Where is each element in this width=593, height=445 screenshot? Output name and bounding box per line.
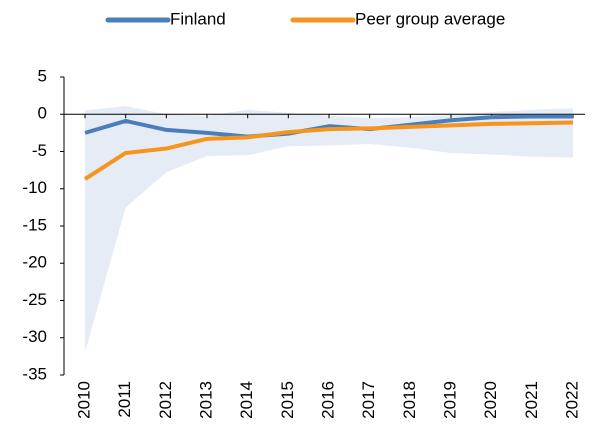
x-tick-label: 2011	[115, 381, 134, 418]
y-tick-label: 5	[38, 66, 47, 85]
legend-label: Peer group average	[355, 9, 505, 28]
x-tick-label: 2021	[522, 381, 541, 419]
x-tick-label: 2017	[359, 381, 378, 419]
x-tick-label: 2018	[400, 381, 419, 419]
line-series	[83, 120, 574, 181]
y-tick-label: -5	[32, 141, 47, 160]
range-band	[85, 106, 573, 353]
y-tick-label: -20	[22, 253, 47, 272]
x-tick-label: 2010	[74, 381, 93, 419]
line-series	[84, 114, 573, 139]
legend-label: Finland	[170, 9, 226, 28]
y-tick-label: 0	[38, 104, 47, 123]
x-tick-label: 2022	[562, 381, 581, 419]
y-tick-label: -30	[22, 327, 47, 346]
x-tick-label: 2014	[237, 381, 256, 419]
x-tick-label: 2012	[156, 381, 175, 419]
x-tick-label: 2015	[278, 381, 297, 419]
y-tick-label: -35	[22, 364, 47, 383]
x-tick-label: 2020	[481, 381, 500, 419]
y-tick-label: -15	[22, 215, 47, 234]
y-tick-label: -25	[22, 290, 47, 309]
x-tick-label: 2016	[318, 381, 337, 419]
x-tick-label: 2019	[440, 381, 459, 419]
y-tick-label: -10	[22, 178, 47, 197]
x-tick-label: 2013	[196, 381, 215, 419]
